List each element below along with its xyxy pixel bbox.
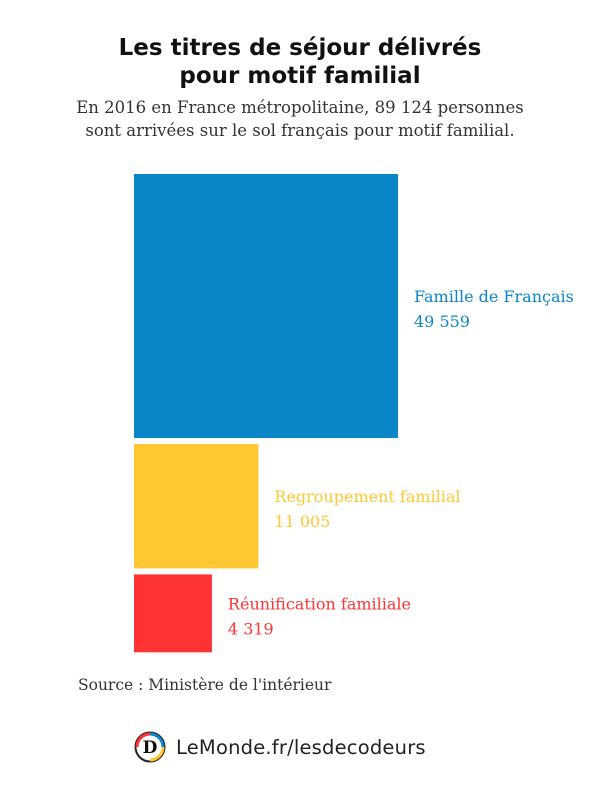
source-note: Source : Ministère de l'intérieur (78, 676, 332, 694)
chart-subtitle-line-2: sont arrivées sur le sol français pour m… (85, 121, 515, 140)
series-label-2: Regroupement familial (274, 487, 460, 506)
le-monde-decodeurs-logo-icon: D (134, 731, 166, 763)
series-value-3: 4 319 (228, 619, 274, 638)
series-label-3: Réunification familiale (228, 594, 411, 613)
brand-url[interactable]: LeMonde.fr/lesdecodeurs (176, 735, 426, 759)
series-value-1: 49 559 (414, 312, 470, 331)
series-value-2: 11 005 (274, 512, 330, 531)
logo-letter: D (143, 738, 158, 758)
square-1 (134, 174, 398, 438)
chart-title-line-2: pour motif familial (179, 63, 421, 89)
brand-footer[interactable]: D LeMonde.fr/lesdecodeurs (134, 729, 426, 765)
square-2 (134, 444, 259, 569)
chart-subtitle-line-1: En 2016 en France métropolitaine, 89 124… (76, 98, 524, 117)
chart-title-line-1: Les titres de séjour délivrés (118, 35, 482, 61)
square-3 (134, 574, 212, 653)
series-label-1: Famille de Français (414, 287, 574, 306)
